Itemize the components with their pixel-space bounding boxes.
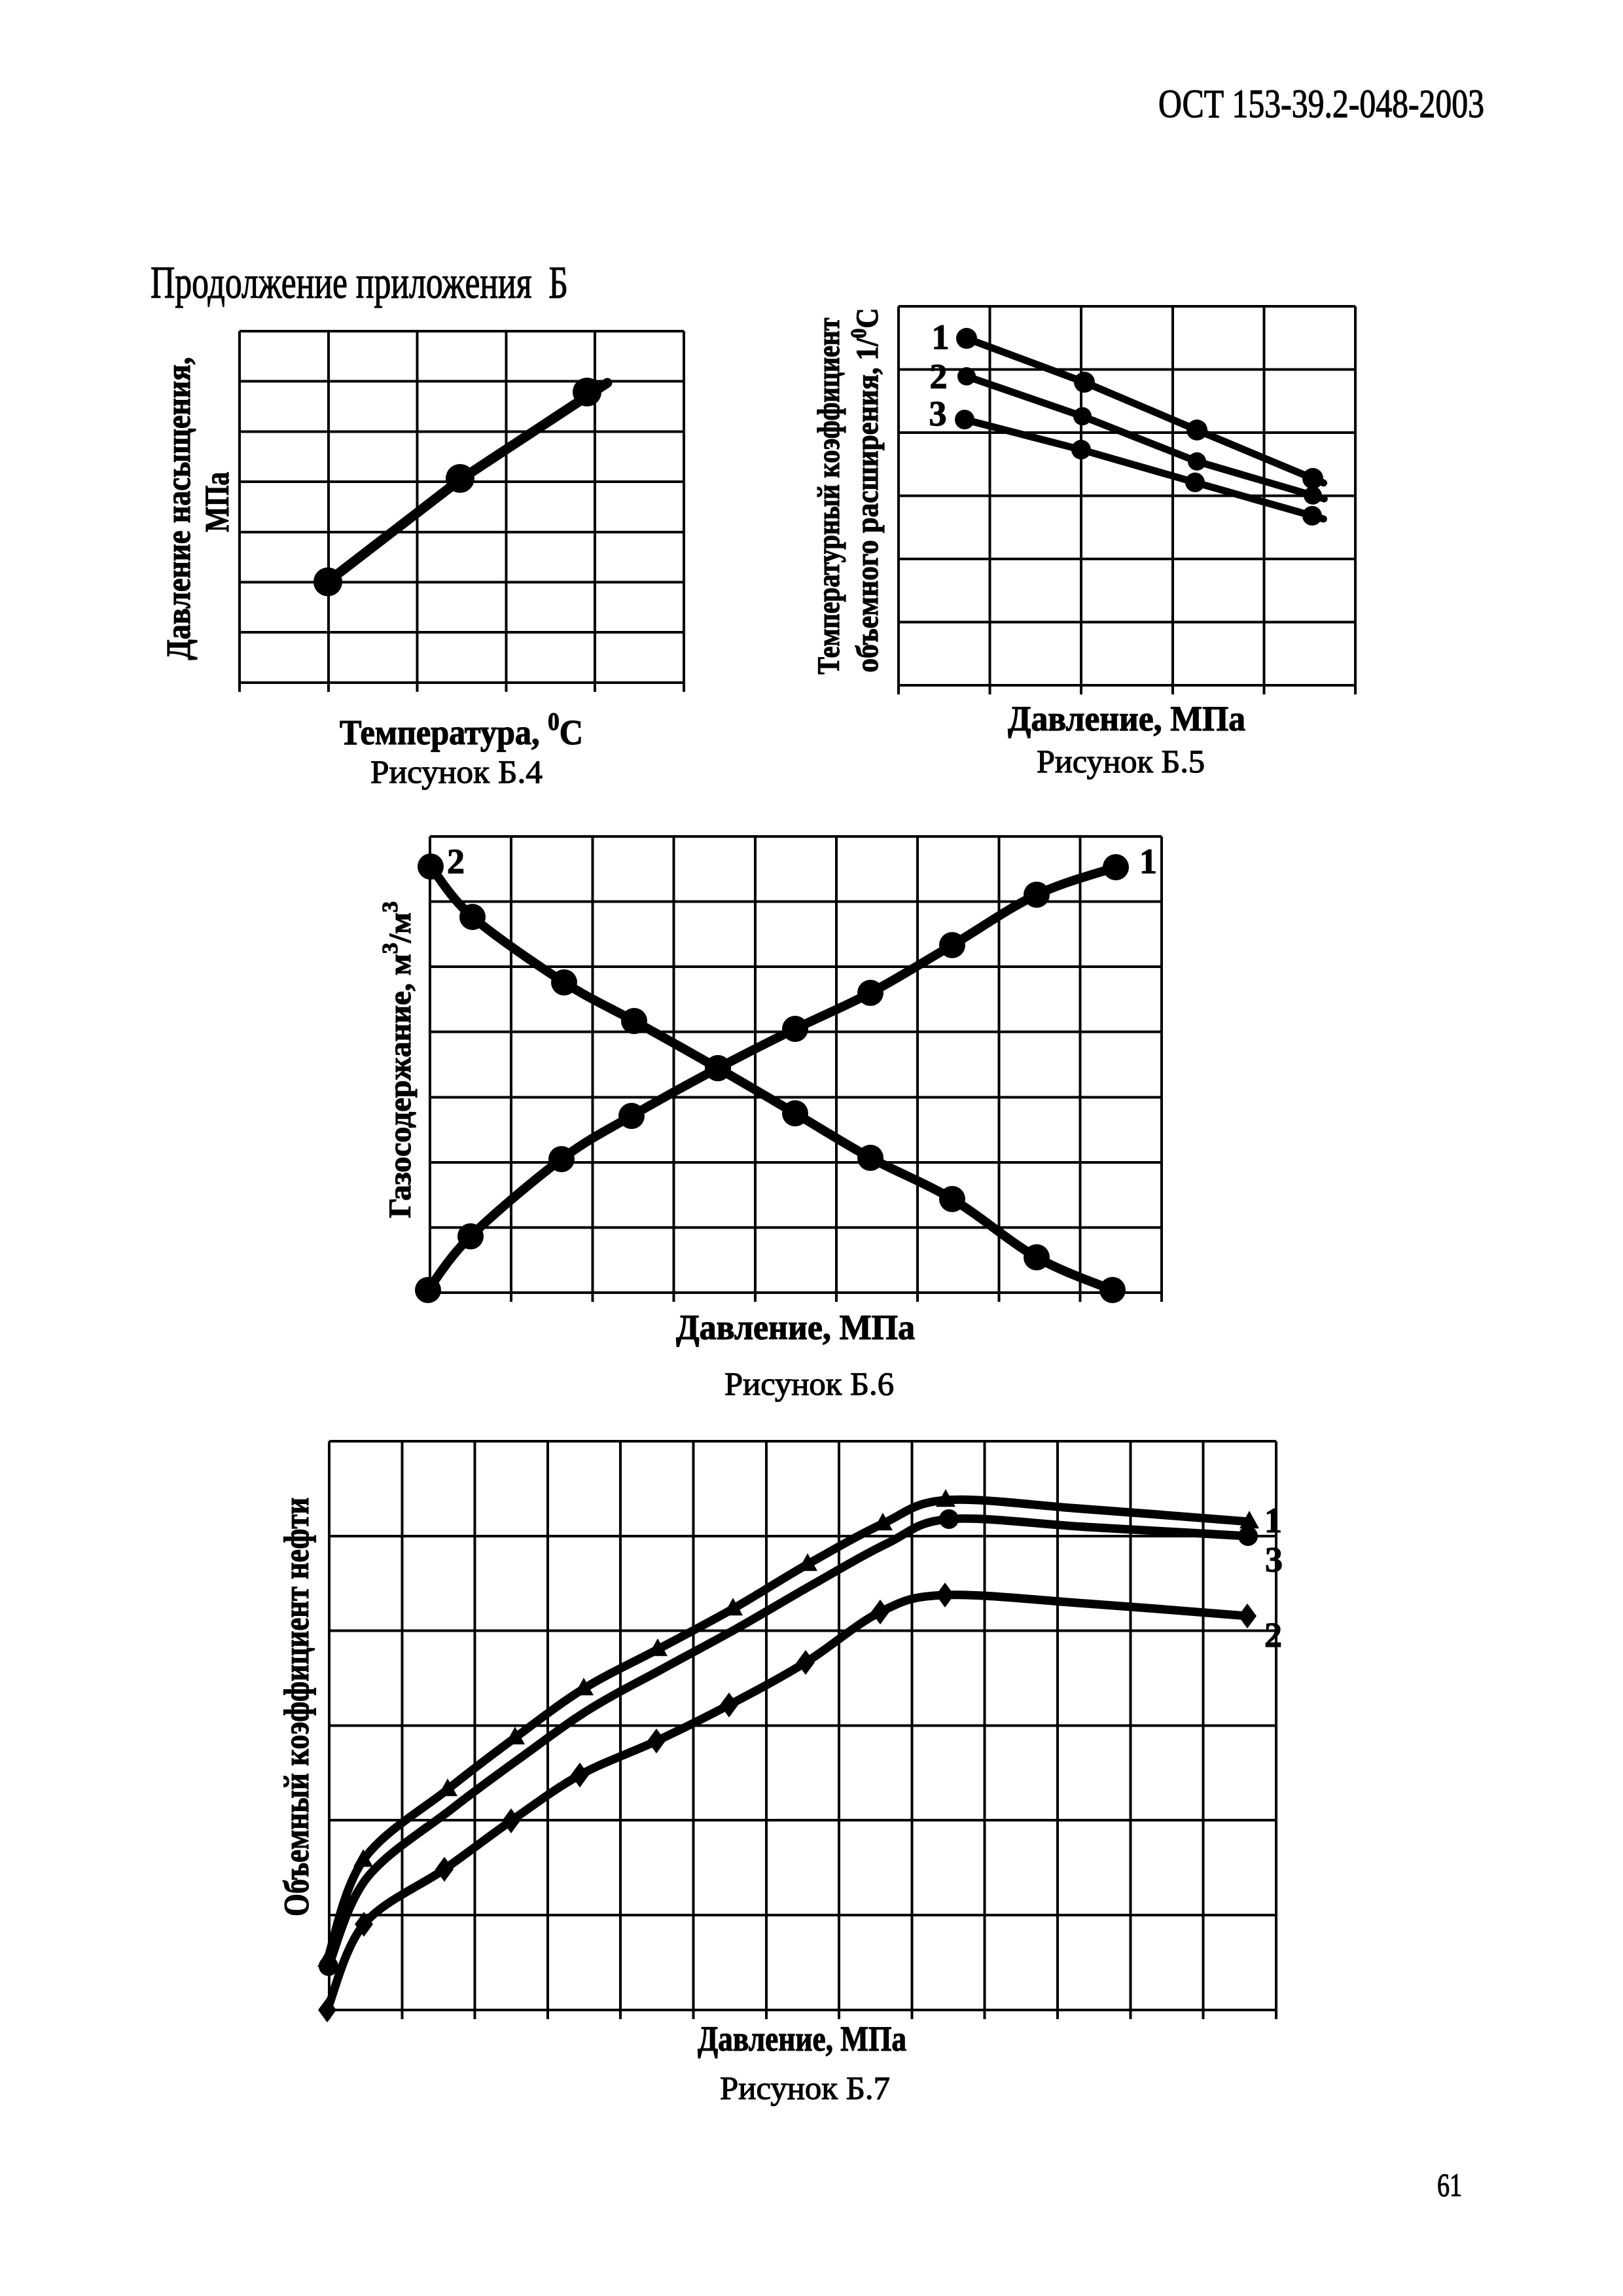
svg-text:Давление, МПа: Давление, МПа: [1008, 699, 1245, 738]
svg-text:Температурный коэффициент: Температурный коэффициент: [812, 318, 846, 675]
svg-text:2: 2: [930, 357, 948, 396]
svg-text:1: 1: [1139, 842, 1157, 881]
svg-text:2: 2: [1264, 1615, 1282, 1655]
svg-text:ОСТ 153-39.2-048-2003: ОСТ 153-39.2-048-2003: [1158, 82, 1484, 126]
svg-text:3: 3: [1265, 1540, 1283, 1579]
svg-text:Температура, 0С: Температура, 0С: [340, 708, 583, 752]
svg-text:Давление, МПа: Давление, МПа: [698, 2019, 906, 2058]
svg-text:Рисунок Б.6: Рисунок Б.6: [724, 1365, 894, 1402]
svg-text:2: 2: [447, 842, 465, 881]
svg-text:Рисунок Б.5: Рисунок Б.5: [1037, 743, 1205, 780]
svg-text:Давление, МПа: Давление, МПа: [676, 1308, 915, 1347]
svg-text:объемного расширения, 1/0С: объемного расширения, 1/0С: [847, 308, 885, 672]
svg-text:Рисунок Б.4: Рисунок Б.4: [370, 753, 543, 790]
svg-text:3: 3: [929, 394, 947, 433]
svg-text:Объемный коэффициент нефти: Объемный коэффициент нефти: [277, 1498, 316, 1916]
svg-text:Давление насыщения,: Давление насыщения,: [160, 357, 198, 660]
svg-text:1: 1: [932, 317, 950, 357]
svg-text:1: 1: [1264, 1501, 1282, 1540]
svg-text:61: 61: [1437, 2166, 1462, 2203]
svg-text:Рисунок Б.7: Рисунок Б.7: [720, 2070, 890, 2106]
svg-text:МПа: МПа: [199, 472, 236, 532]
svg-text:Продолжение приложения Б: Продолжение приложения Б: [151, 258, 568, 308]
